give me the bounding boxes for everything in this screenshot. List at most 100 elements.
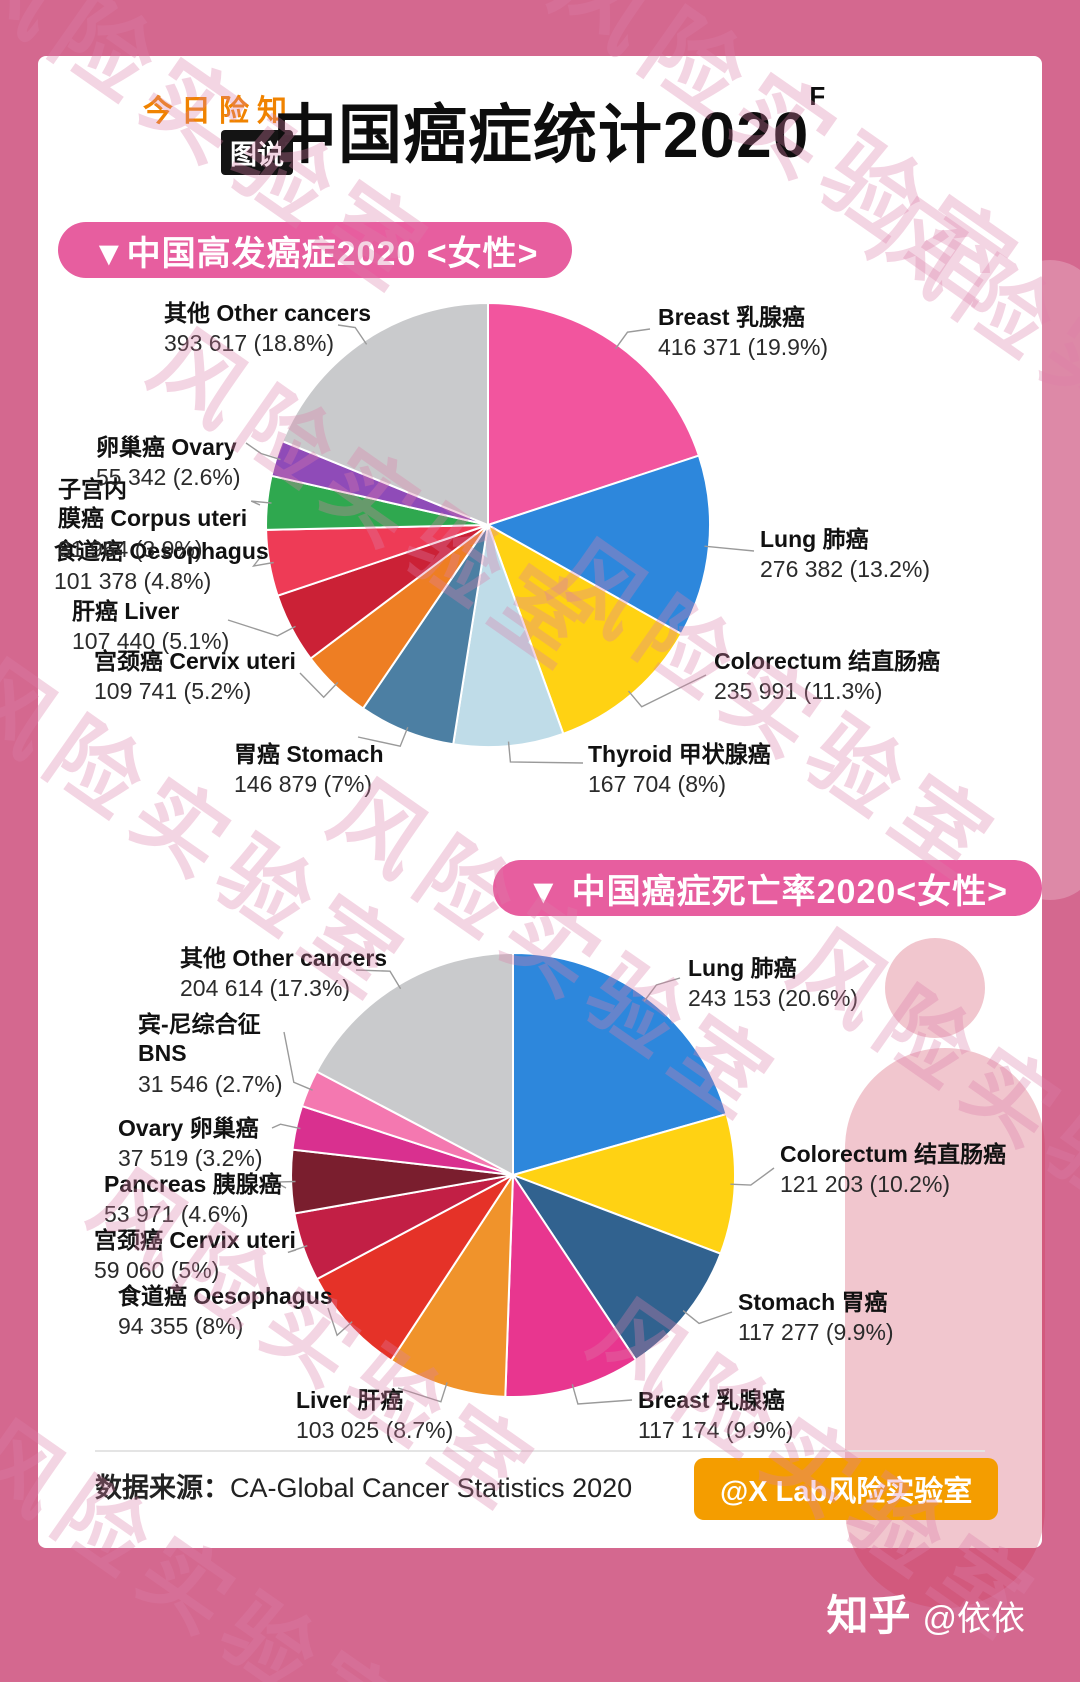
zhihu-logo: 知乎 — [826, 1592, 911, 1639]
pie-label-value: 55 342 (2.6%) — [96, 464, 241, 491]
pie-label-value: 109 741 (5.2%) — [94, 678, 252, 705]
pie-label-value: 103 025 (8.7%) — [296, 1417, 454, 1444]
label-leader-line — [272, 1180, 296, 1189]
label-leader-line — [397, 1382, 448, 1403]
pie-label-name: Liver 肝癌 — [296, 1387, 404, 1413]
title-superscript: F — [809, 80, 827, 111]
label-leader-line — [299, 672, 339, 699]
pie-label-name: 宫颈癌 Cervix uteri — [94, 1227, 296, 1253]
zhihu-watermark: 知乎 @依依 — [826, 1582, 1025, 1643]
pie-label-value: 59 060 (5%) — [94, 1257, 220, 1284]
pie-label-value: 167 704 (8%) — [588, 771, 727, 798]
pie-label-name: 胃癌 Stomach — [234, 741, 384, 767]
pie-label: 食道癌 Oesophagus 101 378 (4.8%) — [54, 537, 269, 597]
pie-label-value: 121 203 (10.2%) — [780, 1171, 951, 1198]
pie-label: 宾-尼综合征 BNS 31 546 (2.7%) — [138, 1010, 282, 1099]
data-source: 数据来源：CA-Global Cancer Statistics 2020 — [95, 1466, 632, 1505]
label-leader-line — [227, 619, 296, 637]
pie-label-value: 276 382 (13.2%) — [760, 556, 931, 583]
label-leader-line — [627, 674, 707, 708]
pie-label-value: 53 971 (4.6%) — [104, 1201, 249, 1228]
zhihu-username: @依依 — [922, 1600, 1025, 1638]
pie-label-name: 食道癌 Oesophagus — [54, 538, 269, 564]
pie-label-name: Stomach 胃癌 — [738, 1289, 888, 1315]
pie-label-value: 235 991 (11.3%) — [714, 678, 883, 705]
pie-label-value: 37 519 (3.2%) — [118, 1145, 263, 1172]
kicker-text: 今日险知 — [143, 95, 295, 128]
pie-label-name: 卵巢癌 Ovary — [96, 434, 237, 460]
pie-label-value: 94 355 (8%) — [118, 1313, 244, 1340]
pie-label-name: 宾-尼综合征 BNS — [138, 1011, 261, 1067]
pie-label-name: Breast 乳腺癌 — [658, 304, 805, 330]
label-leader-line — [245, 442, 281, 461]
pie-label: Ovary 卵巢癌 37 519 (3.2%) — [118, 1114, 262, 1174]
pie-label: Breast 乳腺癌 117 174 (9.9%) — [638, 1386, 794, 1446]
pie-label-value: 107 440 (5.1%) — [72, 628, 230, 655]
pie-label-name: 宫颈癌 Cervix uteri — [94, 648, 296, 674]
label-leader-line — [730, 1167, 775, 1186]
pie-label-name: 其他 Other cancers — [180, 945, 388, 971]
source-text: CA-Global Cancer Statistics 2020 — [230, 1473, 633, 1503]
label-leader-line — [287, 1245, 308, 1254]
pie-label-name: Breast 乳腺癌 — [638, 1387, 785, 1413]
section-title-incidence: ▼中国高发癌症2020 <女性> — [58, 222, 573, 278]
pie-label-name: 肝癌 Liver — [72, 598, 180, 624]
brand-badge: @X Lab风险实验室 — [694, 1458, 999, 1520]
label-leader-line — [682, 1310, 733, 1325]
pie-label: Thyroid 甲状腺癌 167 704 (8%) — [588, 740, 771, 800]
pie-label-name: Ovary 卵巢癌 — [118, 1115, 259, 1141]
pie-label: 子宫内 膜癌 Corpus uteri 81 964 (3.9%) — [58, 475, 247, 564]
label-leader-line — [251, 554, 274, 567]
pie-label-name: 其他 Other cancers — [164, 300, 372, 326]
pie-label-value: 101 378 (4.8%) — [54, 568, 212, 595]
pie-label: 卵巢癌 Ovary 55 342 (2.6%) — [96, 433, 240, 493]
label-leader-line — [283, 1031, 313, 1091]
pie-label-value: 146 879 (7%) — [234, 771, 373, 798]
source-label: 数据来源： — [95, 1473, 230, 1503]
pie-label-value: 81 964 (3.9%) — [58, 535, 203, 562]
pie-label: Colorectum 结直肠癌 121 203 (10.2%) — [780, 1140, 1006, 1200]
pie-label-name: Thyroid 甲状腺癌 — [588, 741, 771, 767]
pie-label-name: Lung 肺癌 — [760, 526, 869, 552]
pie-label-value: 117 277 (9.9%) — [738, 1319, 894, 1346]
pie-label-value: 393 617 (18.8%) — [164, 330, 335, 357]
incidence-pie-chart: Breast 乳腺癌 416 371 (19.9%) Lung 肺癌 276 382 … — [38, 285, 1042, 825]
pie-label-value: 31 546 (2.7%) — [138, 1070, 283, 1097]
mortality-pie-chart: Lung 肺癌 243 153 (20.6%) Colorectum 结直肠癌 121… — [38, 930, 1042, 1475]
section-title-mortality: ▼ 中国癌症死亡率2020<女性> — [492, 860, 1042, 916]
pie-label: Pancreas 胰腺癌 53 971 (4.6%) — [104, 1170, 282, 1230]
footer-divider — [95, 1450, 985, 1452]
label-leader-line — [704, 545, 755, 552]
pie-label: 宫颈癌 Cervix uteri 59 060 (5%) — [94, 1226, 296, 1286]
pie-label-value: 243 153 (20.6%) — [688, 985, 859, 1012]
pie-label: 食道癌 Oesophagus 94 355 (8%) — [118, 1282, 333, 1342]
pie-label-name: Colorectum 结直肠癌 — [714, 648, 941, 674]
pie-label: 肝癌 Liver 107 440 (5.1%) — [72, 597, 229, 657]
pie-label-name: 食道癌 Oesophagus — [118, 1283, 333, 1309]
label-leader-line — [643, 977, 681, 1002]
label-leader-line — [355, 969, 402, 990]
pie-label: 其他 Other cancers 204 614 (17.3%) — [180, 944, 387, 1004]
tag-badge: 图说 — [221, 130, 293, 175]
pie-label: 胃癌 Stomach 146 879 (7%) — [234, 740, 384, 800]
pie-label: Liver 肝癌 103 025 (8.7%) — [296, 1386, 453, 1446]
label-leader-line — [357, 726, 409, 748]
label-leader-line — [250, 500, 272, 506]
pie-label-name: Pancreas 胰腺癌 — [104, 1171, 282, 1197]
pie-label: Colorectum 结直肠癌 235 991 (11.3%) — [714, 647, 940, 707]
pie-label-value: 416 371 (19.9%) — [658, 334, 829, 361]
pie-label: Lung 肺癌 276 382 (13.2%) — [760, 525, 930, 585]
pie-label: 其他 Other cancers 393 617 (18.8%) — [164, 299, 371, 359]
pie-label-name: Colorectum 结直肠癌 — [780, 1141, 1007, 1167]
pie-label: 宫颈癌 Cervix uteri 109 741 (5.2%) — [94, 647, 296, 707]
pie-label: Lung 肺癌 243 153 (20.6%) — [688, 954, 858, 1014]
pie-label: Stomach 胃癌 117 277 (9.9%) — [738, 1288, 894, 1348]
page-title: 中国癌症统计2020F — [273, 80, 827, 176]
label-leader-line — [271, 1123, 301, 1130]
label-leader-line — [327, 1307, 353, 1337]
pie-chart-svg — [227, 301, 755, 764]
pie-label-name: Lung 肺癌 — [688, 955, 797, 981]
pie-chart-svg — [271, 951, 775, 1405]
label-leader-line — [571, 1384, 633, 1405]
